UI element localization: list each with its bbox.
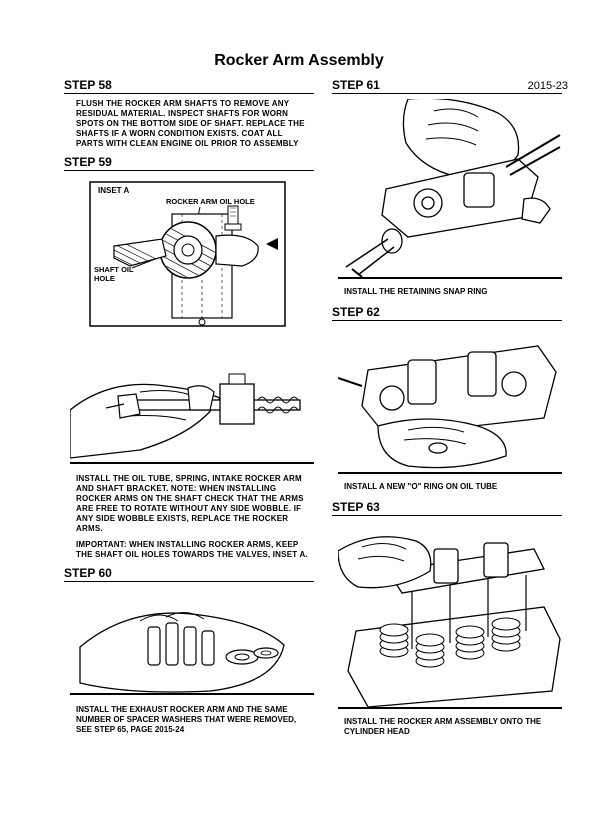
callout-shaft-oil-hole-2: HOLE (94, 274, 115, 283)
step60-figure (70, 587, 314, 699)
inset-label: INSET A (98, 186, 129, 195)
right-column: STEP 61 (332, 76, 562, 743)
page-title: Rocker Arm Assembly (0, 52, 598, 70)
step59-heading: STEP 59 (64, 155, 314, 171)
step58-text: FLUSH THE ROCKER ARM SHAFTS TO REMOVE AN… (76, 99, 308, 149)
step62-figure (338, 326, 562, 476)
step59-text2: IMPORTANT: WHEN INSTALLING ROCKER ARMS, … (76, 540, 308, 560)
columns: STEP 58 FLUSH THE ROCKER ARM SHAFTS TO R… (0, 76, 598, 743)
callout-rocker-oil-hole: ROCKER ARM OIL HOLE (166, 197, 255, 206)
step59-inset-figure: INSET A ROCKER ARM OIL HOLE SHAFT OIL HO… (70, 176, 314, 336)
step63-figure (338, 521, 562, 711)
step63-heading: STEP 63 (332, 500, 562, 516)
left-column: STEP 58 FLUSH THE ROCKER ARM SHAFTS TO R… (64, 76, 314, 743)
page-number: 2015-23 (528, 80, 568, 92)
step61-caption: INSTALL THE RETAINING SNAP RING (344, 287, 556, 297)
step60-heading: STEP 60 (64, 566, 314, 582)
callout-shaft-oil-hole-1: SHAFT OIL (94, 265, 134, 274)
step59-text1: INSTALL THE OIL TUBE, SPRING, INTAKE ROC… (76, 474, 308, 534)
step62-heading: STEP 62 (332, 305, 562, 321)
step59-hand-figure (70, 340, 314, 470)
step61-figure (338, 99, 562, 281)
step63-caption: INSTALL THE ROCKER ARM ASSEMBLY ONTO THE… (344, 717, 556, 737)
step58-heading: STEP 58 (64, 78, 314, 94)
step60-caption: INSTALL THE EXHAUST ROCKER ARM AND THE S… (76, 705, 308, 735)
step62-caption: INSTALL A NEW "O" RING ON OIL TUBE (344, 482, 556, 492)
